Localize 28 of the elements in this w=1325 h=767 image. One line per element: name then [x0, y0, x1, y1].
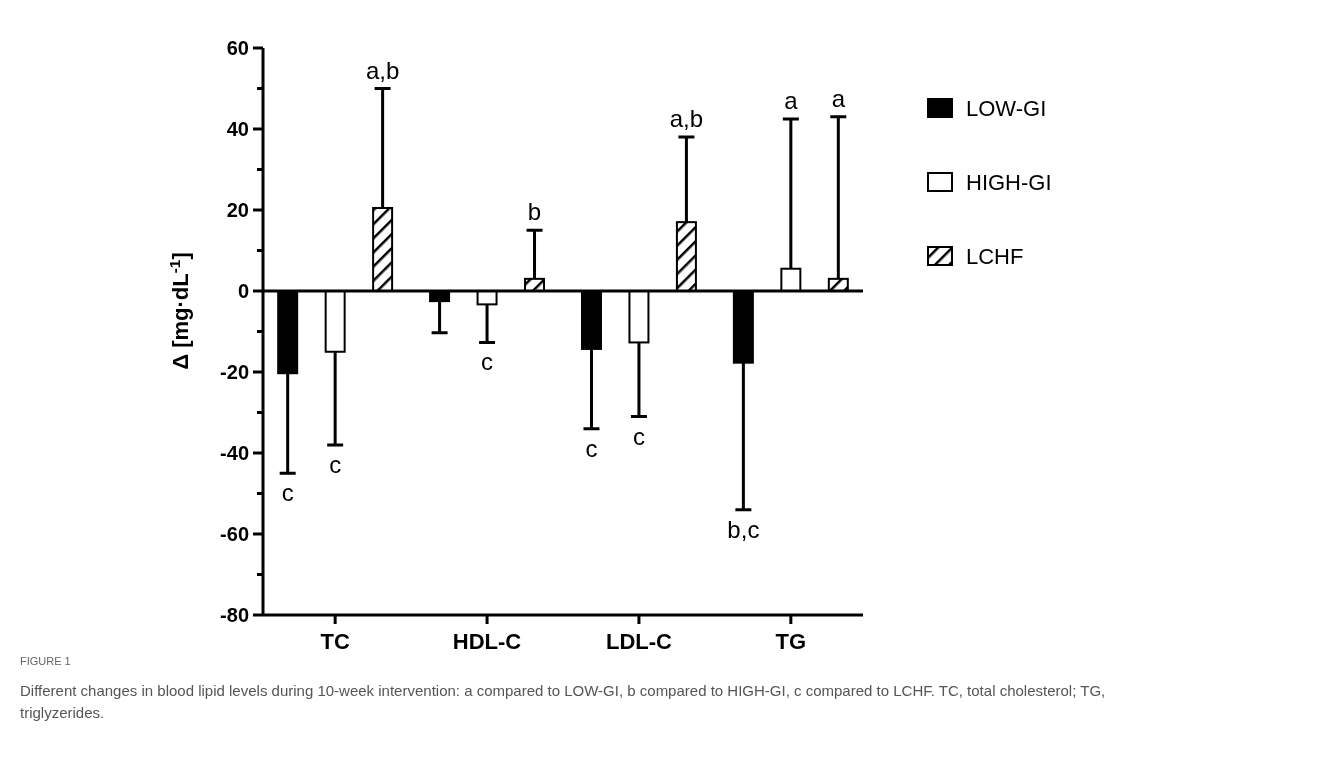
y-tick-label: 20: [226, 199, 249, 221]
annotation: c: [329, 450, 342, 478]
annotation: b: [527, 198, 542, 226]
annotation: c: [281, 479, 294, 507]
y-tick-label: -80: [220, 604, 249, 626]
y-tick-label: 40: [226, 118, 249, 140]
annotation: a: [784, 86, 799, 114]
legend-label: HIGH-GI: [966, 169, 1052, 195]
annotation: c: [585, 434, 598, 462]
y-tick-label: 60: [226, 37, 249, 59]
annotation: a: [831, 84, 846, 112]
text: Different changes in blood lipid levels during 10-week intervention: a compared to LOW-GI, b compared to HIGH-GI, c compared to LCHF. TC, total cholesterol; TG, triglyzerides.: [20, 682, 1106, 721]
legend-label: LCHF: [966, 243, 1024, 269]
annotation: c: [632, 422, 645, 450]
annotation: a,b: [669, 105, 704, 133]
y-tick-label: -60: [220, 523, 249, 545]
caption: FIGURE 1: [20, 655, 71, 667]
y-tick-label: 0: [237, 280, 249, 302]
x-tick-label: LDL-C: [605, 629, 673, 654]
annotation: a,b: [365, 56, 400, 84]
legend-label: LOW-GI: [966, 95, 1047, 121]
x-tick-label: HDL-C: [452, 629, 522, 654]
annotation: b,c: [727, 515, 760, 543]
x-tick-label: TC: [320, 629, 350, 654]
annotation: c: [481, 348, 494, 376]
x-tick-label: TG: [775, 629, 807, 654]
y-tick-label: -40: [220, 442, 249, 464]
y-tick-label: -20: [220, 361, 249, 383]
